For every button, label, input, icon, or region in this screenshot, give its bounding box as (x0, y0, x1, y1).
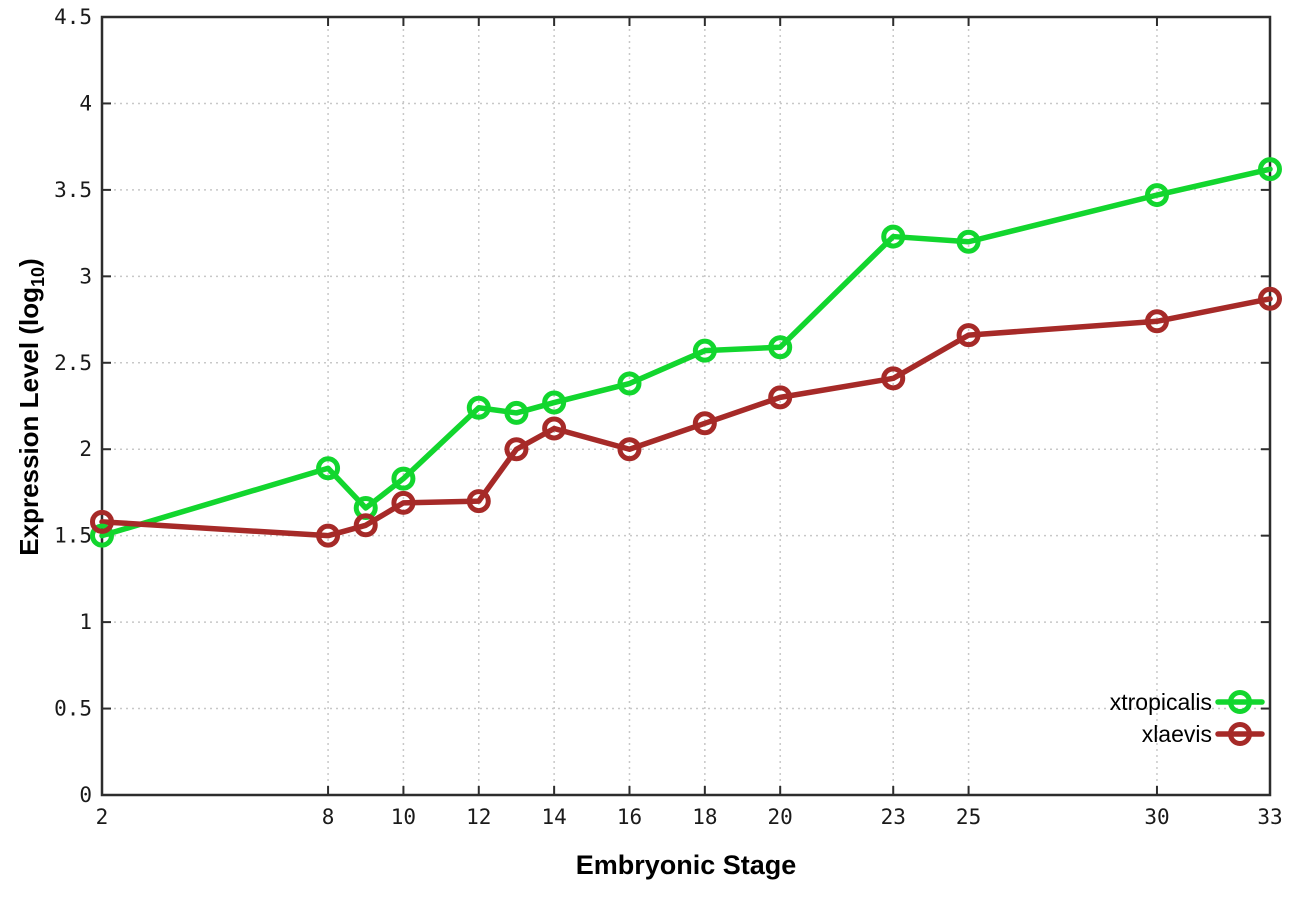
x-axis-title: Embryonic Stage (575, 850, 797, 880)
marker-xlaevis-2 (90, 509, 114, 534)
marker-xtropicalis-14 (542, 390, 567, 415)
legend-sample-marker-xtropicalis (1228, 690, 1252, 714)
marker-xlaevis-23 (881, 366, 906, 391)
y-tick-label-0.5: 0.5 (54, 697, 92, 721)
y-tick-label-4: 4 (79, 91, 92, 115)
marker-xlaevis-13 (504, 437, 529, 462)
y-axis-title-text: Expression Level (log (14, 286, 44, 556)
y-tick-label-3.5: 3.5 (54, 178, 92, 202)
plot-border (100, 15, 1272, 797)
marker-xtropicalis-10 (391, 466, 416, 491)
y-tick-label-2.5: 2.5 (54, 351, 92, 375)
y-tick-label-0: 0 (79, 783, 92, 807)
marker-xtropicalis-18 (692, 338, 717, 363)
x-tick-label-30: 30 (1144, 805, 1169, 829)
marker-xtropicalis-23 (881, 224, 906, 249)
x-tick-label-20: 20 (768, 805, 793, 829)
x-tick-label-23: 23 (881, 805, 906, 829)
x-tick-label-10: 10 (391, 805, 416, 829)
marker-xtropicalis-33 (1258, 157, 1282, 182)
y-tick-label-1: 1 (79, 610, 92, 634)
marker-xtropicalis-30 (1144, 183, 1169, 208)
x-tick-label-16: 16 (617, 805, 642, 829)
legend-label-xtropicalis: xtropicalis (1110, 689, 1212, 715)
marker-xtropicalis-25 (956, 229, 981, 254)
y-axis-title: Expression Level (log10) (14, 157, 50, 657)
marker-xlaevis-30 (1144, 309, 1169, 334)
y-tick-label-1.5: 1.5 (54, 524, 92, 548)
marker-xlaevis-33 (1258, 286, 1282, 311)
marker-xlaevis-18 (692, 411, 717, 436)
y-axis-title-subscript: 10 (28, 266, 49, 287)
marker-xtropicalis-13 (504, 400, 529, 425)
x-tick-label-33: 33 (1257, 805, 1282, 829)
marker-xtropicalis-2 (90, 523, 114, 548)
legend-sample-marker-xlaevis (1228, 722, 1252, 746)
marker-xlaevis-16 (617, 437, 642, 462)
y-axis-title-close: ) (14, 258, 44, 267)
marker-xlaevis-9 (353, 513, 378, 538)
marker-xtropicalis-20 (768, 335, 793, 360)
series-line-xlaevis (99, 296, 1273, 539)
marker-xlaevis-10 (391, 490, 416, 515)
marker-xlaevis-25 (956, 323, 981, 348)
x-tick-label-14: 14 (541, 805, 566, 829)
marker-xlaevis-8 (316, 523, 341, 548)
x-tick-label-2: 2 (96, 805, 109, 829)
legend-label-xlaevis: xlaevis (1142, 721, 1212, 747)
y-tick-label-2: 2 (79, 437, 92, 461)
x-tick-label-8: 8 (322, 805, 335, 829)
marker-xlaevis-20 (768, 385, 793, 410)
y-tick-label-4.5: 4.5 (54, 5, 92, 29)
marker-xlaevis-12 (466, 489, 491, 514)
x-tick-label-12: 12 (466, 805, 491, 829)
marker-xtropicalis-16 (617, 371, 642, 396)
y-tick-label-3: 3 (79, 264, 92, 288)
marker-xtropicalis-12 (466, 395, 491, 420)
series-line-xtropicalis (99, 166, 1273, 539)
x-tick-label-18: 18 (692, 805, 717, 829)
marker-xlaevis-14 (542, 416, 567, 441)
marker-xtropicalis-8 (316, 456, 341, 481)
x-tick-label-25: 25 (956, 805, 981, 829)
